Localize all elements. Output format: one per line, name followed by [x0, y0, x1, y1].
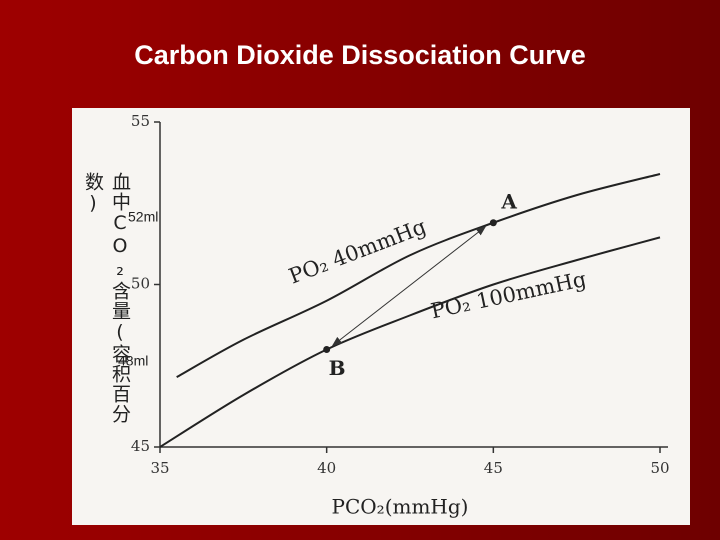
x-tick-label: 50 [650, 459, 669, 477]
arrow [331, 226, 487, 347]
x-axis-label: PCO₂(mmHg) [332, 495, 469, 519]
x-tick-label: 40 [317, 459, 336, 477]
x-tick-label: 35 [150, 459, 169, 477]
annotation: 48ml [118, 353, 148, 369]
y-axis-label: 血中CO₂含量(容积百分数) [82, 172, 131, 424]
chart-title: Carbon Dioxide Dissociation Curve [134, 40, 586, 70]
y-tick-label: 45 [131, 437, 150, 455]
y-tick-label: 50 [131, 275, 150, 293]
y-tick-label: 55 [131, 112, 150, 130]
x-tick-label: 45 [484, 459, 503, 477]
point [323, 346, 331, 353]
point-label: A [500, 189, 517, 213]
annotation: 52ml [128, 209, 158, 225]
point [489, 219, 497, 227]
point-label: B [329, 356, 346, 380]
